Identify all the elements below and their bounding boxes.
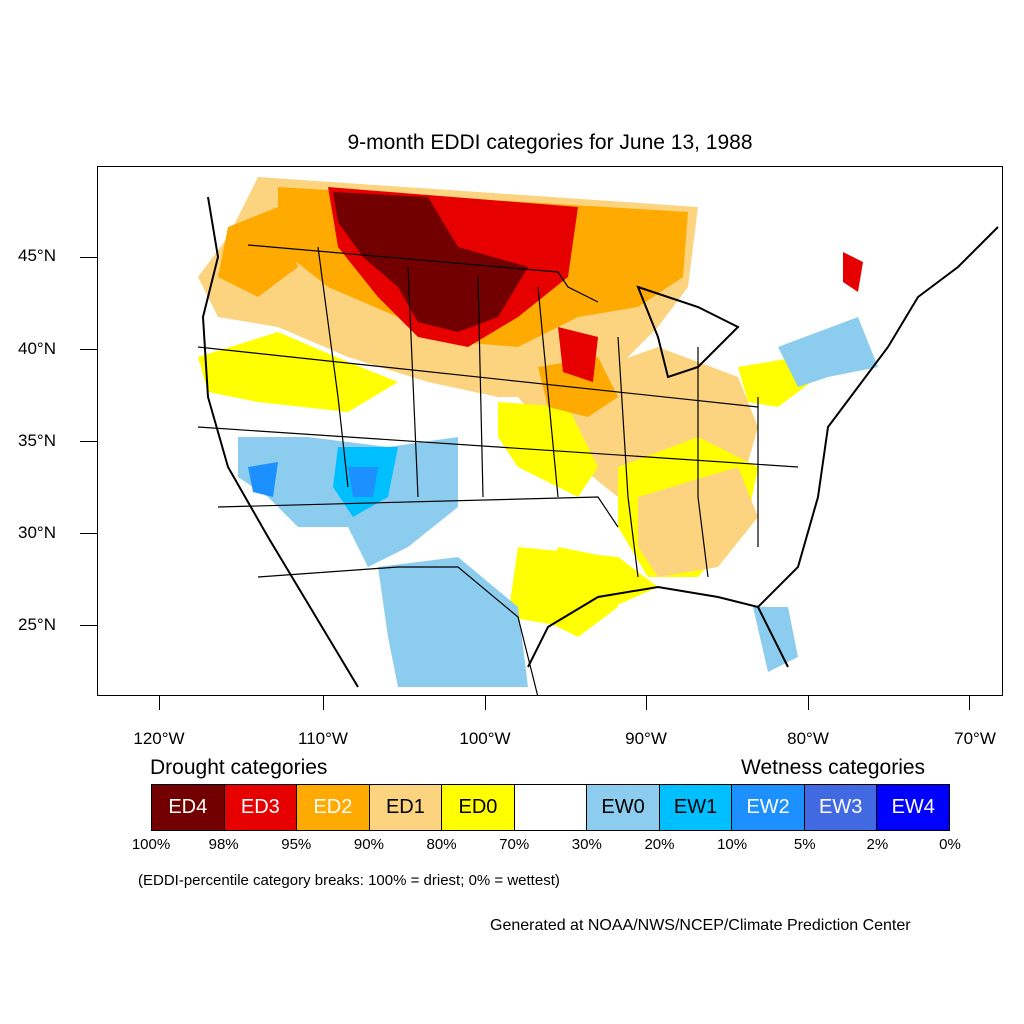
lat-label-30: 30°N: [18, 523, 56, 542]
credit-line: Generated at NOAA/NWS/NCEP/Climate Predi…: [490, 917, 911, 934]
lon-tick-100: [485, 696, 486, 710]
region-ed0-south-texas: [538, 547, 618, 637]
percentile-label: 90%: [353, 836, 384, 853]
eddi-map: [197, 177, 999, 695]
great-lakes: [636, 285, 740, 379]
percentile-label: 98%: [208, 836, 239, 853]
lon-label-100: 100°W: [459, 729, 511, 748]
region-ew0-northeast: [778, 317, 878, 387]
region-ed3-maine: [843, 252, 863, 292]
boundaries: [197, 244, 799, 695]
region-ew2-nevada: [248, 462, 278, 497]
legend-box-ed2: ED2: [297, 785, 370, 830]
region-ed2-midwest: [538, 357, 618, 417]
legend-box-ew3: EW3: [804, 785, 878, 830]
lat-label-40: 40°N: [18, 339, 56, 358]
lon-tick-120: [159, 696, 160, 710]
legend-box-ed1: ED1: [369, 785, 443, 830]
map-title: 9-month EDDI categories for June 13, 198…: [347, 131, 753, 154]
percentile-label: 100%: [131, 836, 171, 853]
percentile-label: 30%: [571, 836, 602, 853]
lon-tick-90: [646, 696, 647, 710]
legend-box-ew1: EW1: [659, 785, 733, 830]
legend-box-normal: [514, 785, 588, 830]
legend-box-ed3: ED3: [224, 785, 298, 830]
percentile-label: 0%: [939, 836, 961, 853]
region-ew0-florida: [753, 607, 798, 672]
pacific-coast: [201, 196, 359, 688]
percentile-label: 5%: [793, 836, 816, 853]
map-panel: [97, 166, 1003, 696]
percentile-label: 95%: [281, 836, 312, 853]
lon-label-80: 80°W: [787, 729, 829, 748]
lon-label-90: 90°W: [625, 729, 667, 748]
lon-tick-80: [808, 696, 809, 710]
region-ew0-mexico: [378, 557, 528, 687]
atlantic-coast: [757, 226, 999, 608]
lon-label-70: 70°W: [954, 729, 996, 748]
lon-tick-70: [969, 696, 970, 710]
percentile-label: 70%: [499, 836, 530, 853]
region-ed2-west: [218, 207, 298, 297]
lat-label-45: 45°N: [18, 246, 56, 265]
us-canada-border: [247, 244, 599, 303]
lon-label-120: 120°W: [133, 729, 185, 748]
percentile-label: 10%: [717, 836, 748, 853]
lat-tick-30: [80, 533, 97, 534]
region-ed3-mn: [558, 327, 598, 382]
region-ed4-core: [333, 192, 528, 332]
lon-label-110: 110°W: [298, 729, 348, 748]
legend-box-ew0: EW0: [587, 785, 660, 830]
lat-label-25: 25°N: [18, 615, 56, 634]
lat-tick-25: [80, 625, 97, 626]
legend-colorbar: ED4 ED3 ED2 ED1 ED0 EW0 EW1 EW2 EW3 EW4: [151, 784, 950, 831]
percentile-label: 20%: [644, 836, 675, 853]
legend-box-ed4: ED4: [152, 785, 225, 830]
drought-categories-heading: Drought categories: [150, 756, 328, 779]
lat-label-35: 35°N: [18, 431, 56, 450]
lat-tick-35: [80, 441, 97, 442]
legend-box-ew2: EW2: [732, 785, 805, 830]
percentile-label: 2%: [866, 836, 889, 853]
legend-box-ew4: EW4: [877, 785, 950, 830]
category-breaks-note: (EDDI-percentile category breaks: 100% =…: [138, 872, 560, 889]
wetness-categories-heading: Wetness categories: [741, 756, 926, 779]
region-ed0-central: [498, 402, 598, 497]
lat-tick-45: [80, 257, 97, 258]
percentile-label: 80%: [426, 836, 457, 853]
coastlines: [201, 196, 999, 688]
region-ed1-deep-south: [638, 467, 758, 577]
lon-tick-110: [323, 696, 324, 710]
lat-tick-40: [80, 349, 97, 350]
legend-box-ed0: ED0: [442, 785, 515, 830]
region-ew2-arizona: [348, 467, 378, 497]
